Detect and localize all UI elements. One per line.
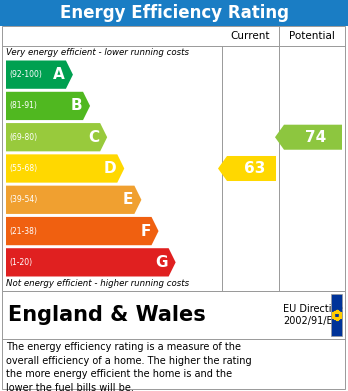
Text: (39-54): (39-54) [9, 195, 37, 204]
Bar [331, 294, 342, 336]
Text: (55-68): (55-68) [9, 164, 37, 173]
Text: E: E [123, 192, 133, 207]
Text: Not energy efficient - higher running costs: Not energy efficient - higher running co… [6, 279, 189, 288]
Text: A: A [53, 67, 65, 82]
Polygon shape [218, 156, 276, 181]
Text: (69-80): (69-80) [9, 133, 37, 142]
Text: The energy efficiency rating is a measure of the
overall efficiency of a home. T: The energy efficiency rating is a measur… [6, 342, 252, 391]
Bar [0, 0, 348, 26]
Text: (92-100): (92-100) [9, 70, 42, 79]
Text: Energy Efficiency Rating: Energy Efficiency Rating [60, 4, 288, 22]
Polygon shape [6, 217, 159, 245]
Polygon shape [6, 154, 124, 183]
Text: 74: 74 [306, 130, 327, 145]
Bar [2, 26, 345, 291]
Text: Very energy efficient - lower running costs: Very energy efficient - lower running co… [6, 48, 189, 57]
Text: C: C [88, 130, 99, 145]
Polygon shape [6, 123, 107, 151]
Bar [2, 291, 345, 389]
Text: 63: 63 [244, 161, 265, 176]
Text: D: D [104, 161, 116, 176]
Polygon shape [6, 61, 73, 89]
Text: England & Wales: England & Wales [8, 305, 206, 325]
Text: (81-91): (81-91) [9, 101, 37, 110]
Text: (1-20): (1-20) [9, 258, 32, 267]
Polygon shape [275, 125, 342, 150]
Text: Potential: Potential [289, 31, 335, 41]
Text: Current: Current [231, 31, 270, 41]
Text: (21-38): (21-38) [9, 226, 37, 235]
Text: EU Directive
2002/91/EC: EU Directive 2002/91/EC [283, 304, 343, 326]
Text: B: B [70, 99, 82, 113]
Polygon shape [6, 248, 176, 276]
Text: G: G [155, 255, 168, 270]
Polygon shape [6, 186, 141, 214]
Polygon shape [6, 92, 90, 120]
Text: F: F [140, 224, 151, 239]
